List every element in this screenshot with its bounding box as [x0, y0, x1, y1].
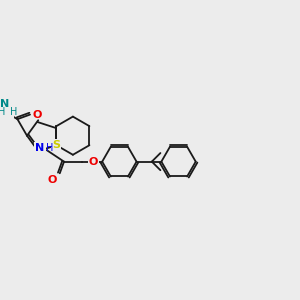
Text: S: S [52, 140, 60, 150]
Text: O: O [33, 110, 42, 120]
Text: N: N [35, 143, 45, 153]
Text: N: N [0, 99, 10, 109]
Text: H: H [10, 106, 17, 116]
Text: O: O [47, 175, 57, 185]
Text: O: O [89, 157, 98, 166]
Text: H: H [46, 143, 53, 153]
Text: H: H [0, 106, 5, 116]
